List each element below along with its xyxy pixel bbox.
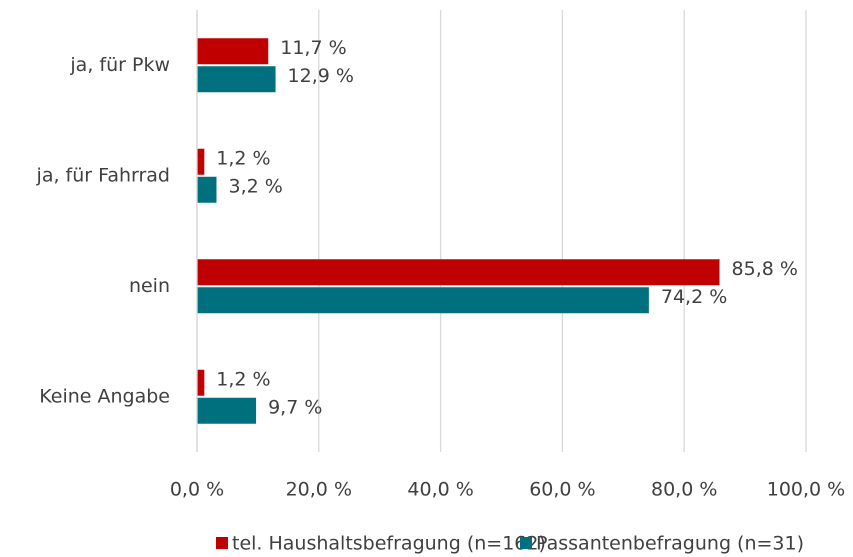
x-tick-label: 80,0 % (651, 479, 717, 501)
bar (197, 397, 257, 424)
y-tick-label: nein (129, 275, 170, 297)
legend-swatch (216, 537, 228, 549)
x-tick-label: 20,0 % (286, 479, 352, 501)
value-label: 1,2 % (216, 368, 270, 390)
bar (197, 148, 205, 175)
bar (197, 176, 217, 203)
value-label: 9,7 % (268, 396, 322, 418)
legend-label: tel. Haushaltsbefragung (n=162) (232, 533, 546, 555)
y-tick-label: Keine Angabe (39, 385, 170, 407)
bar (197, 38, 269, 65)
legend-swatch (520, 537, 532, 549)
y-tick-label: ja, für Fahrrad (36, 164, 170, 186)
x-tick-label: 60,0 % (529, 479, 595, 501)
bar (197, 369, 205, 396)
x-tick-label: 100,0 % (767, 479, 846, 501)
x-tick-label: 40,0 % (407, 479, 473, 501)
bar (197, 287, 649, 314)
bar (197, 66, 276, 93)
bar (197, 259, 720, 286)
value-label: 11,7 % (280, 37, 346, 59)
value-label: 3,2 % (228, 175, 282, 197)
value-label: 1,2 % (216, 147, 270, 169)
x-tick-label: 0,0 % (170, 479, 224, 501)
y-tick-label: ja, für Pkw (69, 54, 170, 76)
legend-label: Passantenbefragung (n=31) (536, 533, 804, 555)
value-label: 12,9 % (288, 65, 354, 87)
value-label: 74,2 % (661, 286, 727, 308)
value-label: 85,8 % (732, 258, 798, 280)
